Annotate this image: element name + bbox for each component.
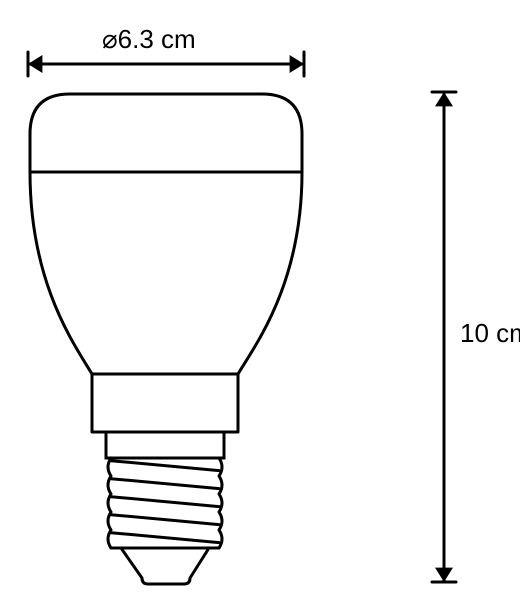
height-dimension-label: 10 cm <box>460 318 520 349</box>
width-dimension-label: ⌀6.3 cm <box>102 24 196 55</box>
bulb-diagram <box>0 0 520 592</box>
